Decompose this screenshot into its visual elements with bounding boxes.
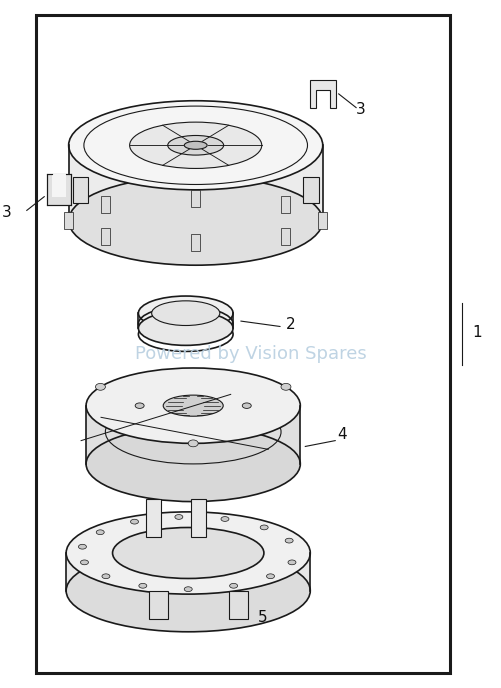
Ellipse shape xyxy=(96,383,105,390)
Ellipse shape xyxy=(152,301,220,325)
Ellipse shape xyxy=(130,122,262,169)
Ellipse shape xyxy=(81,560,89,565)
Ellipse shape xyxy=(221,517,229,522)
FancyBboxPatch shape xyxy=(191,235,200,252)
Ellipse shape xyxy=(163,395,223,416)
FancyBboxPatch shape xyxy=(101,228,110,245)
FancyBboxPatch shape xyxy=(281,196,290,213)
Polygon shape xyxy=(66,553,310,591)
FancyBboxPatch shape xyxy=(228,591,247,619)
Ellipse shape xyxy=(184,587,192,592)
Ellipse shape xyxy=(69,176,323,265)
Ellipse shape xyxy=(96,530,104,535)
Ellipse shape xyxy=(175,515,183,519)
Text: 4: 4 xyxy=(338,427,347,442)
Polygon shape xyxy=(310,80,336,108)
FancyBboxPatch shape xyxy=(303,177,319,203)
Text: 5: 5 xyxy=(258,610,268,625)
Text: Powered by Vision Spares: Powered by Vision Spares xyxy=(135,345,366,363)
Ellipse shape xyxy=(288,560,296,565)
Text: 3: 3 xyxy=(356,103,366,118)
Ellipse shape xyxy=(168,136,223,155)
Ellipse shape xyxy=(184,141,207,149)
FancyBboxPatch shape xyxy=(318,212,327,229)
Ellipse shape xyxy=(281,383,291,390)
Ellipse shape xyxy=(113,539,264,590)
Ellipse shape xyxy=(131,519,138,524)
FancyBboxPatch shape xyxy=(52,174,66,197)
Ellipse shape xyxy=(242,403,251,409)
Ellipse shape xyxy=(135,403,144,409)
FancyBboxPatch shape xyxy=(101,196,110,213)
Ellipse shape xyxy=(260,525,268,530)
FancyBboxPatch shape xyxy=(64,212,73,229)
Text: 1: 1 xyxy=(472,325,482,340)
Ellipse shape xyxy=(285,538,293,543)
Ellipse shape xyxy=(139,583,147,588)
Ellipse shape xyxy=(113,528,264,579)
Ellipse shape xyxy=(66,550,310,632)
Ellipse shape xyxy=(86,427,300,502)
FancyBboxPatch shape xyxy=(191,190,200,207)
FancyBboxPatch shape xyxy=(73,177,89,203)
Ellipse shape xyxy=(79,544,87,549)
Ellipse shape xyxy=(102,574,110,579)
Text: 3: 3 xyxy=(2,205,12,220)
FancyBboxPatch shape xyxy=(149,591,168,619)
Text: 2: 2 xyxy=(287,317,296,332)
Polygon shape xyxy=(69,100,323,221)
Polygon shape xyxy=(86,406,300,464)
Ellipse shape xyxy=(267,574,275,579)
FancyBboxPatch shape xyxy=(191,499,205,537)
Ellipse shape xyxy=(229,583,237,588)
FancyBboxPatch shape xyxy=(47,174,71,205)
Bar xyxy=(36,15,450,673)
FancyBboxPatch shape xyxy=(281,228,290,245)
Ellipse shape xyxy=(86,368,300,443)
Ellipse shape xyxy=(66,512,310,594)
Ellipse shape xyxy=(138,296,233,330)
Ellipse shape xyxy=(138,311,233,345)
Ellipse shape xyxy=(188,440,198,447)
Ellipse shape xyxy=(69,100,323,190)
FancyBboxPatch shape xyxy=(146,499,161,537)
